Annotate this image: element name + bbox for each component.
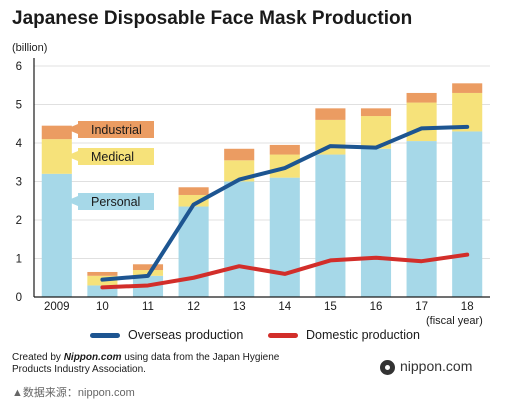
x-tick-label: 10 [96,301,109,313]
bar-industrial-11 [132,264,164,271]
bar-personal-15 [315,154,346,297]
y-tick-label: 5 [16,100,22,112]
credit-prefix: Created by [12,352,64,363]
annotation-industrial-box [78,121,154,138]
bar-industrial-13 [224,148,255,161]
chart-title: Japanese Disposable Face Mask Production [12,8,413,29]
bars [41,83,483,297]
x-tick-label: 13 [233,301,246,313]
y-tick-label: 3 [16,177,22,189]
x-tick-label: 14 [278,301,291,313]
annotation-personal: Personal [91,195,140,209]
annotation-medical-pointer [66,151,78,161]
annotation-industrial-pointer [66,124,78,134]
credit-text: Created by Nippon.com using data from th… [12,352,312,376]
annotation-medical: Medical [91,150,134,164]
line-overseas-production [100,124,470,282]
credit-site: Nippon.com [63,352,122,363]
bar-personal-10 [87,285,118,297]
y-tick-label: 2 [16,215,22,227]
annotations: Industrial Medical Personal [66,121,154,210]
bar-industrial-12 [178,187,209,195]
bar-personal-18 [452,131,483,297]
legend-domestic-swatch [268,333,298,339]
bar-industrial-17 [406,92,437,103]
bar-medical-2009 [41,139,72,174]
legend-domestic-label: Domestic production [306,328,420,342]
bar-industrial-10 [87,271,118,276]
y-tick-label: 0 [16,292,22,304]
bar-industrial-16 [360,108,392,117]
annotation-personal-box [78,193,154,210]
bar-personal-17 [406,141,437,297]
bar-industrial-2009 [41,125,72,140]
bar-personal-14 [269,177,300,297]
brand-dot-icon [380,359,395,375]
lines [100,124,470,290]
legend-domestic: Domestic production [268,328,420,342]
bar-industrial-14 [269,144,300,155]
brand-name: nippon.com [400,358,473,374]
x-tick-label: 18 [461,301,474,313]
source-note: ▲数据来源：nippon.com [12,387,135,399]
x-axis-label: (fiscal year) [426,315,483,327]
bar-personal-13 [224,181,255,297]
legend-overseas-label: Overseas production [128,328,244,342]
annotation-industrial: Industrial [91,123,142,137]
line-domestic-production [100,252,470,290]
x-tick-label: 2009 [44,301,70,313]
bar-personal-16 [360,148,392,297]
annotation-personal-pointer [66,196,78,206]
legend-overseas-swatch [90,333,120,339]
brand-logo: nippon.com [380,358,472,375]
bar-industrial-15 [315,108,346,120]
y-tick-label: 1 [16,254,22,266]
x-tick-label: 15 [324,301,337,313]
bar-personal-2009 [41,173,72,297]
bar-medical-17 [406,102,437,142]
y-tick-label: 6 [16,61,22,73]
legend-overseas: Overseas production [90,328,243,342]
x-tick-label: 11 [142,301,154,313]
y-axis-unit: (billion) [12,42,48,54]
x-tick-label: 12 [187,301,200,313]
x-tick-label: 16 [370,301,383,313]
x-tick-label: 17 [415,301,428,313]
credit-rest: using data from the Japan Hygiene Produc… [12,352,280,375]
y-tick-label: 4 [16,138,23,150]
bar-medical-12 [178,194,209,207]
annotation-medical-box [78,148,154,165]
bar-industrial-18 [452,83,483,93]
